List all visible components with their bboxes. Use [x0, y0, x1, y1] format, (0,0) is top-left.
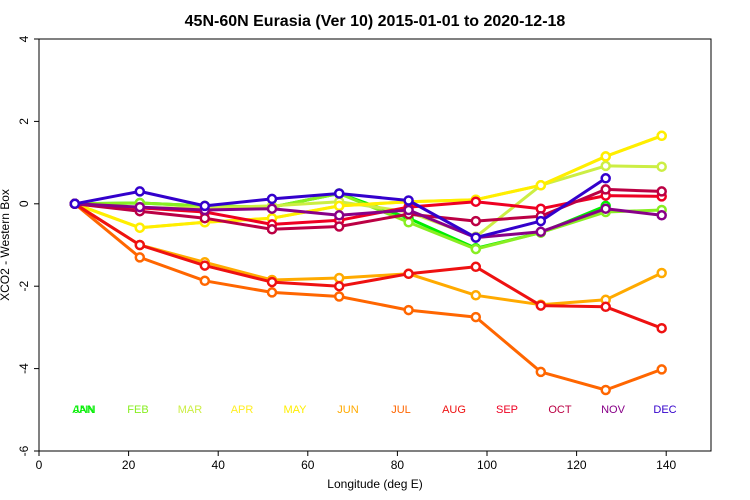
legend-label-dec: DEC — [653, 404, 676, 416]
data-point-jul — [333, 291, 345, 302]
data-point-oct — [266, 224, 278, 235]
legend-label-ann: ANN — [72, 404, 95, 416]
y-tick-label: 4 — [17, 35, 31, 42]
data-point-oct — [600, 184, 611, 195]
data-point-aug — [266, 276, 278, 288]
x-tick-label: 60 — [301, 458, 315, 472]
data-point-jul — [134, 252, 146, 263]
data-point-aug — [134, 239, 146, 251]
data-point-nov — [656, 210, 667, 221]
legend-label-aug: AUG — [442, 404, 466, 416]
data-point-mar — [656, 161, 667, 172]
data-point-mar — [600, 160, 611, 172]
y-tick-label: -2 — [17, 281, 31, 292]
y-tick-label: -4 — [17, 363, 31, 374]
chart-title: 45N-60N Eurasia (Ver 10) 2015-01-01 to 2… — [185, 13, 566, 30]
y-tick-label: 2 — [17, 118, 31, 125]
data-point-nov — [600, 203, 611, 214]
series-jul — [69, 198, 667, 396]
data-point-jun — [656, 267, 667, 279]
legend-label-feb: FEB — [127, 404, 148, 416]
data-point-jul — [535, 366, 547, 378]
legend-label-jul: JUL — [391, 404, 411, 416]
plot-frame — [38, 38, 712, 452]
legend-label-may: MAY — [283, 404, 307, 416]
data-point-dec — [470, 232, 482, 243]
x-tick-label: 0 — [36, 458, 43, 472]
data-point-oct — [656, 186, 667, 197]
data-point-nov — [333, 210, 345, 221]
legend-label-apr: APR — [231, 404, 254, 416]
data-point-dec — [535, 215, 547, 227]
axis-ticks: 0 20 40 60 80 100 120 140 -6 -4 -2 0 2 4 — [17, 35, 677, 472]
legend-label-jun: JUN — [337, 404, 358, 416]
data-point-feb — [403, 217, 414, 228]
y-tick-label: -6 — [17, 445, 31, 456]
series-dec — [69, 173, 611, 243]
data-point-jun — [333, 272, 345, 284]
data-point-may — [600, 151, 611, 162]
data-point-may — [535, 180, 547, 191]
data-point-may — [333, 200, 345, 212]
y-axis-label: XCO2 - Western Box — [0, 189, 12, 301]
data-point-jun — [470, 290, 482, 301]
x-axis-label: Longitude (deg E) — [327, 477, 422, 491]
data-point-dec — [333, 188, 345, 199]
series-line-jul — [73, 202, 663, 392]
legend-label-sep: SEP — [496, 404, 518, 416]
data-point-dec — [69, 198, 81, 210]
data-point-feb — [470, 243, 482, 255]
legend-label-overlap: JAN — [74, 404, 95, 416]
data-point-jul — [403, 304, 414, 316]
series-line-aug — [73, 202, 663, 330]
data-point-sep — [470, 196, 482, 207]
data-point-nov — [134, 201, 146, 213]
legend-label-oct: OCT — [548, 404, 572, 416]
series-line-jun — [73, 202, 663, 307]
data-point-jul — [656, 364, 667, 375]
x-tick-label: 100 — [477, 458, 497, 472]
data-point-dec — [199, 200, 211, 212]
data-point-nov — [403, 204, 414, 216]
series-line-may — [74, 134, 663, 230]
data-point-dec — [600, 173, 611, 184]
data-point-aug — [470, 261, 482, 273]
y-tick-label: 0 — [17, 200, 31, 207]
series-line-oct — [74, 187, 662, 231]
data-point-dec — [266, 193, 278, 205]
data-point-jul — [199, 275, 211, 287]
data-point-aug — [600, 301, 611, 313]
data-point-oct — [470, 215, 482, 227]
series-line-nov — [74, 202, 662, 240]
data-point-jul — [600, 384, 611, 396]
x-tick-label: 120 — [567, 458, 587, 472]
data-point-oct — [199, 212, 211, 224]
data-point-may — [134, 222, 146, 233]
x-tick-label: 20 — [122, 458, 136, 472]
data-point-dec — [134, 186, 146, 197]
data-point-oct — [333, 221, 345, 232]
data-point-aug — [403, 268, 414, 280]
data-point-aug — [199, 260, 211, 271]
x-tick-label: 80 — [391, 458, 405, 472]
x-tick-label: 140 — [656, 458, 676, 472]
data-point-nov — [535, 226, 547, 238]
data-point-aug — [535, 300, 547, 311]
data-point-aug — [333, 280, 345, 292]
x-tick-label: 40 — [212, 458, 226, 472]
legend-label-nov: NOV — [601, 404, 626, 416]
data-point-aug — [656, 322, 667, 334]
series-group — [69, 130, 667, 396]
data-point-nov — [266, 203, 278, 214]
data-point-dec — [403, 195, 414, 206]
data-point-jul — [266, 287, 278, 298]
data-point-jul — [470, 311, 482, 323]
legend-label-mar: MAR — [178, 404, 203, 416]
data-point-may — [656, 130, 667, 142]
